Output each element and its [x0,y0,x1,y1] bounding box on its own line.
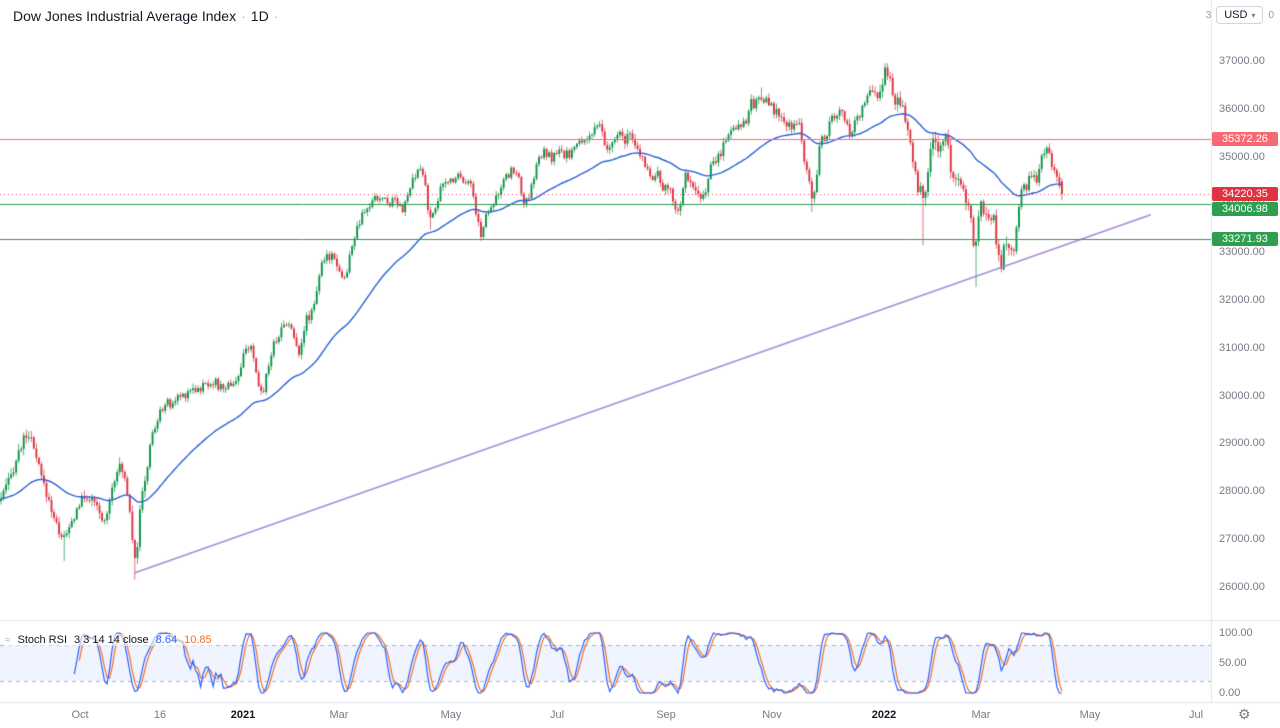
oscillator-axis-tick: 100.00 [1219,627,1253,639]
symbol-name[interactable]: Dow Jones Industrial Average Index [13,8,237,24]
time-axis-label: Jul [1188,709,1204,721]
price-axis-badge: 34006.98 [1212,201,1278,216]
time-axis-label: May [1079,709,1101,721]
time-axis-label: Mar [971,709,991,721]
price-axis-tick: 37000.00 [1219,55,1265,68]
indicator-legend[interactable]: ≈ Stoch RSI 3 3 14 14 close 8.64 10.85 [5,634,212,646]
price-axis-tick: 29000.00 [1219,437,1265,450]
price-axis-tick: 36000.00 [1219,102,1265,115]
oscillator-axis-tick: 50.00 [1219,657,1247,669]
stoch-d-value: 10.85 [184,634,212,646]
time-axis-label: Mar [329,709,349,721]
price-axis-tick: 33000.00 [1219,246,1265,259]
settings-gear-icon[interactable]: ⚙ [1238,706,1251,722]
time-axis[interactable] [0,703,1211,728]
time-axis-label: Sep [656,709,676,721]
indicator-params: 3 3 14 14 close [74,634,149,646]
time-axis-label: 16 [153,709,167,721]
currency-button[interactable]: USD ▾ [1216,6,1264,24]
time-axis-label: Nov [762,709,782,721]
price-axis-tick: 28000.00 [1219,485,1265,498]
time-axis-label: 2022 [871,709,897,721]
time-axis-label: Jul [549,709,565,721]
stoch-k-value: 8.64 [155,634,178,646]
symbol-title[interactable]: Dow Jones Industrial Average Index · 1D · [13,8,290,24]
axis-top-text-left: 3 [1205,9,1212,21]
price-axis-tick: 31000.00 [1219,341,1265,354]
price-scale-header: 3 USD ▾ 0 [1206,6,1274,24]
interval-label[interactable]: 1D [250,8,269,24]
indicator-icon: ≈ [5,634,11,646]
price-axis-badge: 35372.26 [1212,131,1278,146]
title-separator: · [241,8,246,24]
price-axis-tick: 26000.00 [1219,580,1265,593]
time-axis-label: 2021 [230,709,256,721]
indicator-name[interactable]: Stoch RSI [17,634,68,646]
price-axis-badge: 34220.35 [1212,186,1278,201]
pane-separator-handle[interactable] [0,619,1280,624]
time-axis-label: Oct [71,709,89,721]
time-axis-label: May [440,709,462,721]
oscillator-axis-tick: 0.00 [1219,687,1241,699]
price-axis-tick: 27000.00 [1219,532,1265,545]
currency-label: USD [1224,9,1248,21]
price-axis-tick: 30000.00 [1219,389,1265,402]
chevron-down-icon: ▾ [1251,10,1256,20]
title-trailing-dot: · [273,8,279,24]
price-axis-badge: 33271.93 [1212,232,1278,247]
axis-top-text-right: 0 [1268,9,1274,21]
price-axis-tick: 35000.00 [1219,150,1265,163]
price-axis-tick: 32000.00 [1219,293,1265,306]
